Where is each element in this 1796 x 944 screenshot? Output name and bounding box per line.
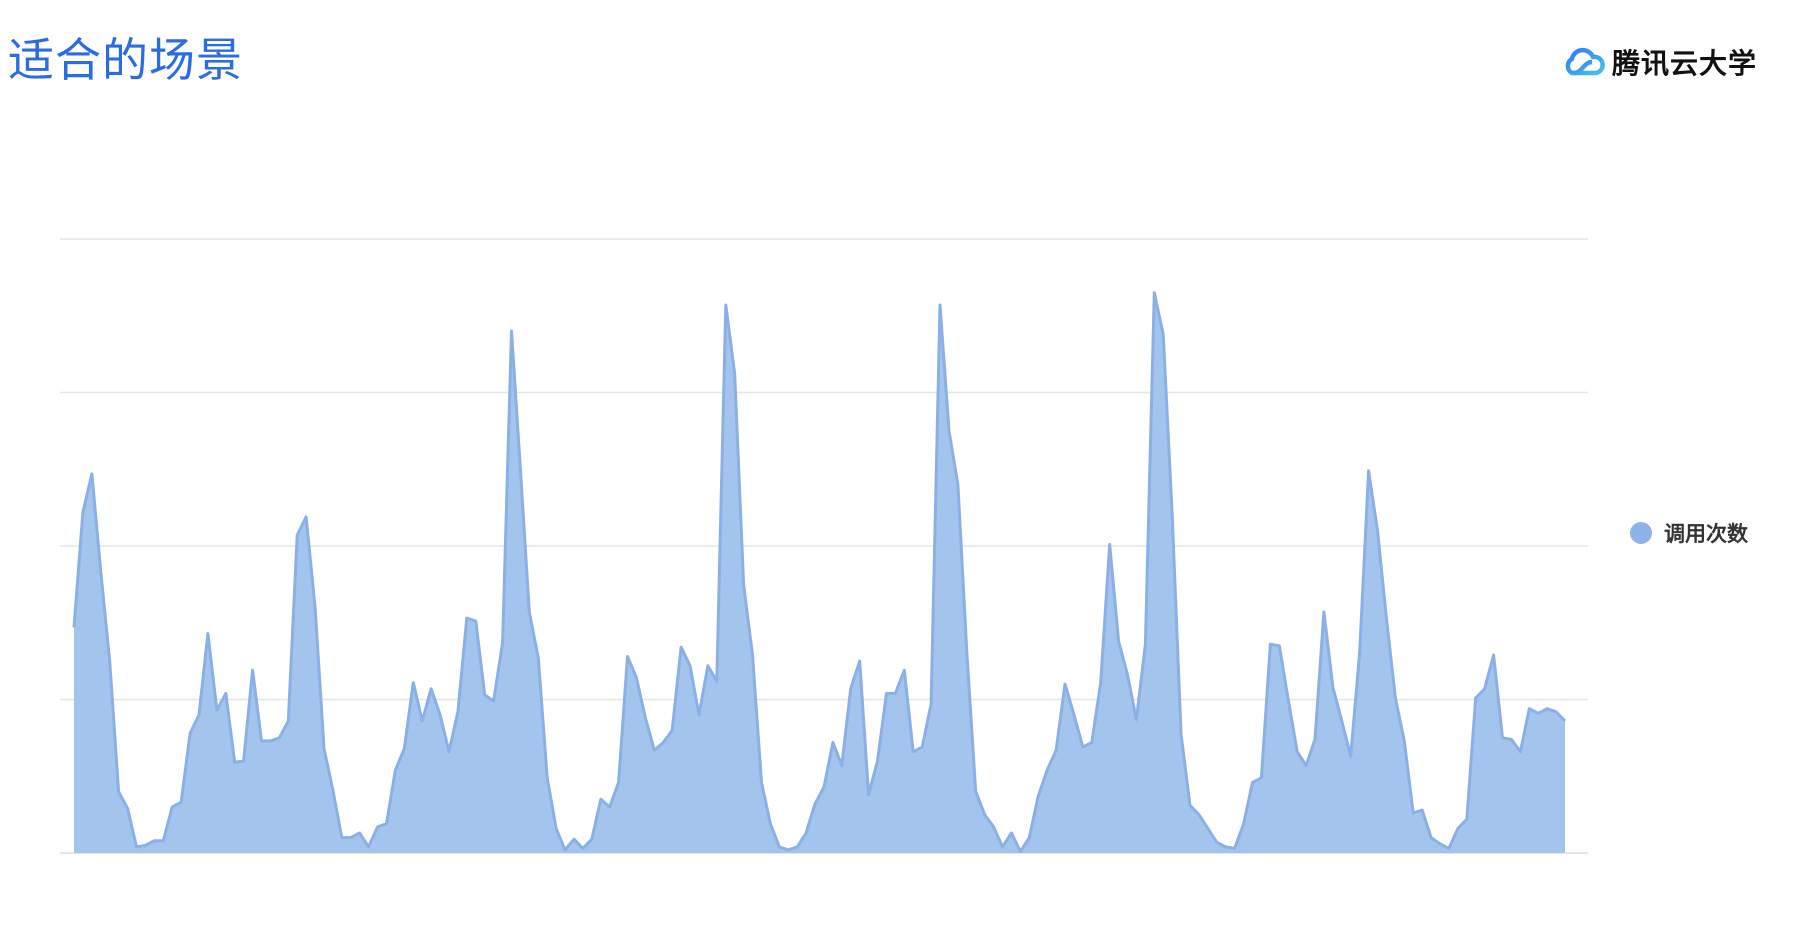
legend-marker-icon (1630, 522, 1652, 544)
page-title: 适合的场景 (8, 33, 243, 87)
legend[interactable]: 调用次数 (1630, 518, 1748, 548)
series-line (72, 291, 1567, 853)
legend-label: 调用次数 (1664, 522, 1748, 546)
series-area (74, 292, 1565, 853)
cloud-logo-icon (1565, 47, 1605, 76)
brand-name: 腾讯云大学 (1612, 47, 1758, 80)
brand-logo: 腾讯云大学 (1562, 42, 1757, 82)
